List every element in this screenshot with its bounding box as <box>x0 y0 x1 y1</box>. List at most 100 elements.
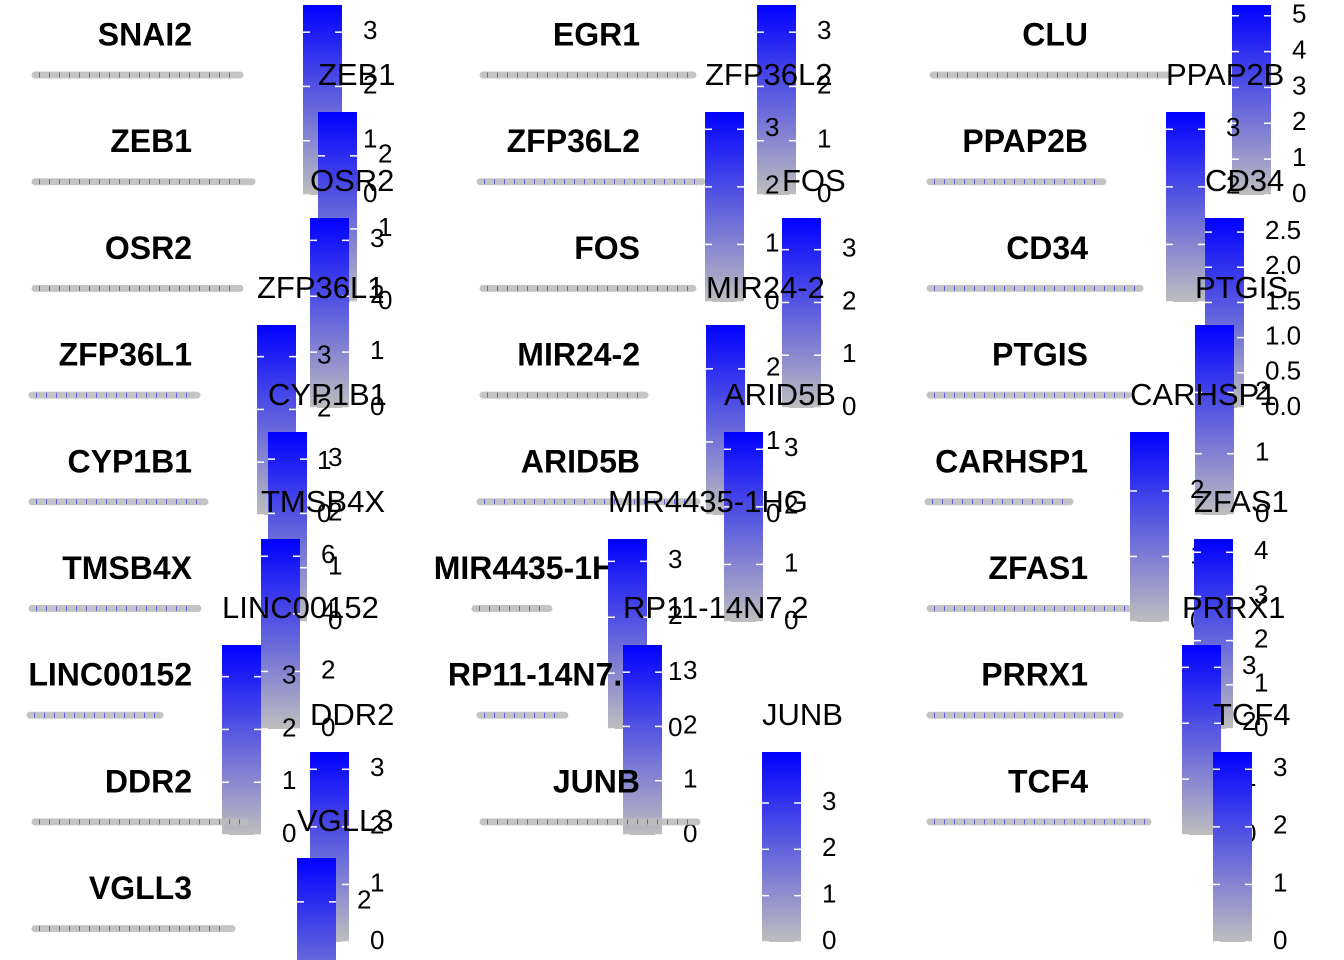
colorbar <box>297 858 336 960</box>
colorbar-tick-label: 0 <box>370 391 384 421</box>
colorbar-tick-label: 2 <box>321 654 335 684</box>
colorbar-tick-label: 2 <box>1226 170 1240 200</box>
colorbar-tick-label: 0 <box>822 925 836 955</box>
gene-title: LINC00152 <box>28 657 192 693</box>
colorbar <box>757 5 796 195</box>
colorbar-title: TMSB4X <box>261 484 385 519</box>
colorbar-tick-label: 1 <box>370 867 384 897</box>
colorbar-tick-label: 1 <box>282 765 296 795</box>
colorbar-tick-label: 1 <box>668 656 682 686</box>
colorbar-tick-label: 0 <box>370 925 384 955</box>
colorbar-title: MIR24-2 <box>706 270 825 305</box>
colorbar-tick-label: 4 <box>1292 34 1306 64</box>
colorbar <box>261 539 300 729</box>
colorbar-tick-label: 2.0 <box>1265 250 1301 280</box>
colorbar-tick-label: 1 <box>765 227 779 257</box>
colorbar-tick-label: 3 <box>1254 579 1268 609</box>
colorbar-tick-label: 1 <box>357 958 371 960</box>
colorbar-tick-label: 1.5 <box>1265 285 1301 315</box>
gene-title: ZFP36L1 <box>59 337 192 373</box>
gene-title: CYP1B1 <box>68 443 193 479</box>
colorbar-tick-label: 3 <box>842 233 856 263</box>
colorbar-tick-label: 1.0 <box>1265 321 1301 351</box>
gene-title: FOS <box>574 230 640 266</box>
gene-title: ARID5B <box>521 443 640 479</box>
colorbar-title: ZFP36L1 <box>257 270 385 305</box>
feature-panel: CARHSP1012CARHSP1 <box>924 377 1276 635</box>
colorbar-tick-label: 1 <box>842 338 856 368</box>
gene-title: ZEB1 <box>110 123 192 159</box>
colorbar <box>1232 5 1271 195</box>
colorbar-tick-label: 2 <box>282 712 296 742</box>
colorbar-tick-label: 1 <box>328 551 342 581</box>
colorbar-title: ARID5B <box>724 377 836 412</box>
colorbar-tick-label: 6 <box>321 539 335 569</box>
colorbar-tick-label: 1 <box>784 547 798 577</box>
colorbar-tick-label: 0 <box>282 818 296 848</box>
colorbar-tick-label: 2 <box>683 709 697 739</box>
gene-title: PRRX1 <box>981 657 1088 693</box>
colorbar <box>1213 752 1252 942</box>
gene-title: RP11-14N7.2 <box>448 657 640 693</box>
colorbar-tick-label: 2 <box>817 69 831 99</box>
colorbar <box>705 112 744 302</box>
colorbar-tick-label: 3 <box>1242 650 1256 680</box>
colorbar-title: DDR2 <box>310 697 394 732</box>
colorbar-tick-label: 2 <box>765 170 779 200</box>
colorbar-title: JUNB <box>762 697 843 732</box>
colorbar-tick-label: 0 <box>668 712 682 742</box>
colorbar-title: FOS <box>782 163 846 198</box>
colorbar-tick-label: 0 <box>784 605 798 635</box>
colorbar-tick-label: 1 <box>683 764 697 794</box>
colorbar-title: OSR2 <box>310 163 394 198</box>
colorbar-tick-label: 2 <box>766 352 780 382</box>
colorbar-tick-label: 2 <box>1242 706 1256 736</box>
colorbar-tick-label: 2 <box>1255 375 1269 405</box>
gene-title: CLU <box>1022 16 1088 52</box>
feature-panel: FOS 0 1 2 3 FOS <box>479 163 856 421</box>
colorbar-tick-label: 1 <box>1254 668 1268 698</box>
feature-panel: CLU 0 1 2 3 4 5 <box>929 0 1306 208</box>
gene-title: EGR1 <box>553 16 640 52</box>
gene-title: ZFAS1 <box>988 550 1088 586</box>
gene-title: CD34 <box>1006 230 1088 266</box>
colorbar-tick-label: 0 <box>842 391 856 421</box>
colorbar-tick-label: 0 <box>1273 925 1287 955</box>
colorbar-tick-label: 3 <box>370 223 384 253</box>
colorbar-tick-label: 4 <box>1254 535 1268 565</box>
colorbar-tick-label: 3 <box>784 432 798 462</box>
colorbar-title: PTGIS <box>1195 270 1288 305</box>
colorbar-tick-label: 3 <box>1292 70 1306 100</box>
colorbar-tick-label: 2 <box>1273 810 1287 840</box>
colorbar-tick-label: 0 <box>328 605 342 635</box>
colorbar-title: VGLL3 <box>297 803 394 838</box>
gene-title: MIR24-2 <box>517 337 640 373</box>
colorbar-tick-label: 2 <box>1190 474 1204 504</box>
colorbar-tick-label: 2 <box>317 392 331 422</box>
colorbar-tick-label: 0 <box>1254 712 1268 742</box>
colorbar-tick-label: 0 <box>766 498 780 528</box>
colorbar <box>310 218 349 408</box>
feature-panel: PTGIS 0 1 2 PTGIS <box>926 270 1288 528</box>
colorbar-tick-label: 0 <box>363 178 377 208</box>
gene-title: PPAP2B <box>962 123 1088 159</box>
colorbar-tick-label: 3 <box>282 660 296 690</box>
colorbar-tick-label: 2 <box>842 285 856 315</box>
colorbar-tick-label: 2 <box>370 810 384 840</box>
colorbar-tick-label: 1 <box>817 124 831 154</box>
feature-panel: PRRX10123PRRX1 <box>926 590 1285 848</box>
colorbar-tick-label: 2 <box>822 832 836 862</box>
colorbar <box>724 432 763 622</box>
gene-title: DDR2 <box>105 763 192 799</box>
colorbar-title: CYP1B1 <box>268 377 387 412</box>
colorbar-title: PPAP2B <box>1166 57 1284 92</box>
colorbar-title: TCF4 <box>1213 697 1291 732</box>
colorbar-tick-label: 0 <box>378 285 392 315</box>
colorbar <box>762 752 801 942</box>
colorbar-tick-label: 3 <box>370 752 384 782</box>
colorbar-title: RP11-14N7.2 <box>623 590 809 625</box>
colorbar-tick-label: 2 <box>1292 106 1306 136</box>
